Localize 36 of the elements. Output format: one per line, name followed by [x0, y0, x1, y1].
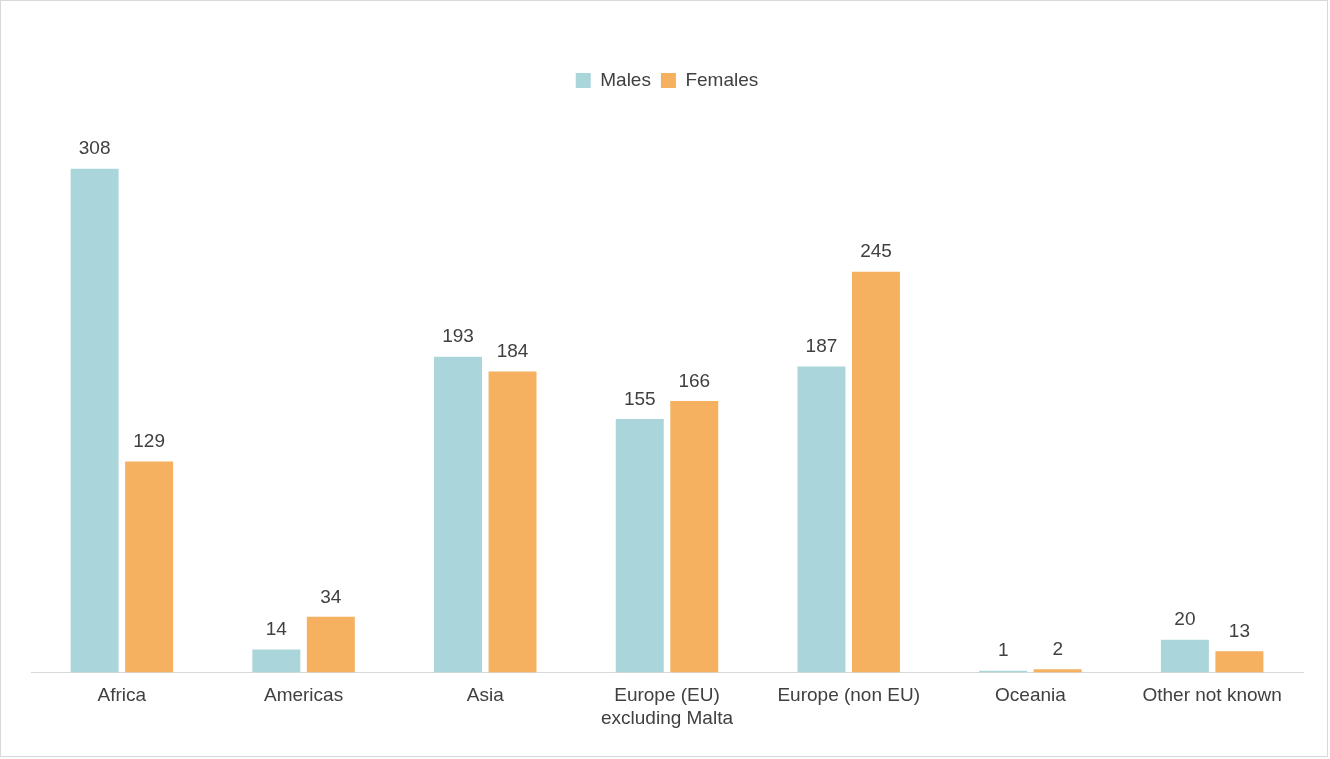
x-tick-label: Africa	[97, 684, 147, 706]
data-label: 166	[678, 369, 711, 391]
bar	[306, 616, 355, 673]
bar	[615, 418, 664, 673]
bar	[851, 271, 900, 673]
bar	[488, 371, 537, 673]
data-label: 245	[860, 240, 892, 262]
data-label: 129	[133, 430, 165, 452]
x-tick-label: Asia	[466, 684, 505, 706]
bar	[434, 356, 483, 673]
bar	[797, 366, 846, 673]
x-tick-label: Americas	[263, 684, 344, 706]
data-label: 193	[442, 325, 474, 347]
data-label: 13	[1228, 619, 1250, 641]
data-label: 308	[78, 137, 111, 159]
legend-label: Males	[600, 68, 651, 90]
bar	[252, 649, 301, 673]
bar	[1160, 639, 1209, 673]
data-label: 20	[1174, 608, 1196, 630]
data-label: 155	[623, 387, 656, 409]
data-label: 14	[265, 618, 288, 640]
bar	[125, 461, 174, 673]
legend-label: Females	[685, 68, 759, 90]
bar	[1033, 669, 1082, 673]
x-tick-label: Europe (EU) excluding Malta	[600, 684, 734, 728]
data-label: 34	[320, 585, 342, 607]
bar	[1215, 651, 1264, 673]
x-tick-label: Europe (non EU)	[777, 684, 920, 706]
x-tick-label: Other not known	[1142, 684, 1282, 706]
data-label: 184	[496, 340, 529, 362]
x-tick-label: Oceania	[995, 684, 1067, 706]
bar	[670, 400, 719, 673]
data-label: 187	[805, 335, 838, 357]
data-label: 1	[997, 639, 1009, 661]
bar	[70, 168, 119, 673]
data-label: 2	[1052, 637, 1063, 659]
